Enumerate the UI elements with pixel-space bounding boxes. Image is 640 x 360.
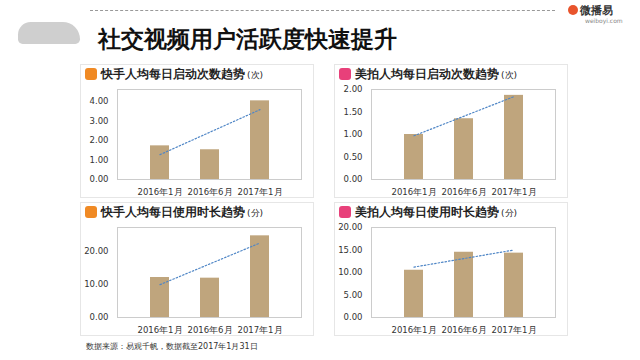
svg-text:2016年1月: 2016年1月 — [137, 187, 182, 197]
html-text:美拍人均每日启动次数趋势 (次): 美拍人均每日启动次数趋势 (次) — [355, 67, 517, 81]
svg-text:5.00: 5.00 — [344, 290, 363, 300]
svg-text:0.50: 0.50 — [344, 152, 363, 162]
svg-text:2.00: 2.00 — [344, 84, 363, 94]
svg-text:2016年6月: 2016年6月 — [187, 187, 232, 197]
html-text:微播易: 微播易 — [580, 4, 613, 17]
svg-text:2016年1月: 2016年1月 — [391, 325, 436, 335]
svg-text:0.00: 0.00 — [90, 174, 109, 184]
svg-text:2016年6月: 2016年6月 — [441, 187, 486, 197]
svg-text:2.00: 2.00 — [90, 135, 109, 145]
svg-text:20.00: 20.00 — [84, 246, 108, 256]
svg-text:3.00: 3.00 — [90, 116, 109, 126]
svg-text:4.00: 4.00 — [90, 96, 109, 106]
svg-text:2016年6月: 2016年6月 — [187, 325, 232, 335]
svg-text:10.00: 10.00 — [338, 267, 362, 277]
svg-text:1.00: 1.00 — [344, 129, 363, 139]
html-text:weiboyi.com: weiboyi.com — [585, 17, 623, 24]
html-text:美拍人均每日使用时长趋势 (分): 美拍人均每日使用时长趋势 (分) — [355, 205, 517, 219]
svg-text:1.50: 1.50 — [344, 107, 363, 117]
svg-text:2016年1月: 2016年1月 — [391, 187, 436, 197]
html-text:社交视频用户活跃度快速提升: 社交视频用户活跃度快速提升 — [98, 26, 397, 52]
html-text:数据来源：易观千帆，数据截至2017年1月31日: 数据来源：易观千帆，数据截至2017年1月31日 — [86, 342, 258, 351]
svg-text:2017年1月: 2017年1月 — [237, 325, 282, 335]
svg-text:0.00: 0.00 — [344, 174, 363, 184]
svg-text:10.00: 10.00 — [84, 279, 108, 289]
svg-text:2017年1月: 2017年1月 — [491, 325, 536, 335]
svg-text:15.00: 15.00 — [338, 245, 362, 255]
svg-text:2017年1月: 2017年1月 — [237, 187, 282, 197]
html-text:快手人均每日使用时长趋势 (分): 快手人均每日使用时长趋势 (分) — [101, 205, 263, 219]
svg-text:1.00: 1.00 — [90, 155, 109, 165]
html-text:快手人均每日启动次数趋势 (次): 快手人均每日启动次数趋势 (次) — [101, 67, 263, 81]
svg-text:2017年1月: 2017年1月 — [491, 187, 536, 197]
svg-text:2016年1月: 2016年1月 — [137, 325, 182, 335]
svg-text:0.00: 0.00 — [344, 312, 363, 322]
svg-text:20.00: 20.00 — [338, 222, 362, 232]
svg-text:0.00: 0.00 — [90, 312, 109, 322]
svg-text:2016年6月: 2016年6月 — [441, 325, 486, 335]
